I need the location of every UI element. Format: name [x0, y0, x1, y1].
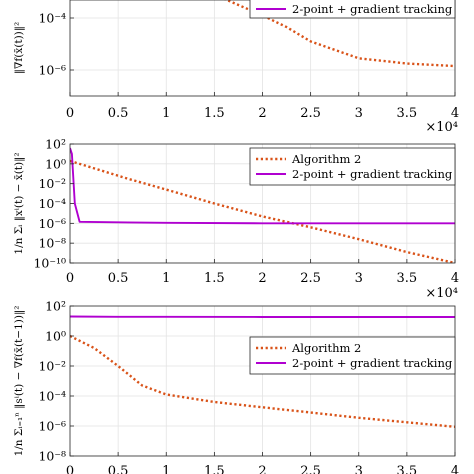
x-tick-label: 2	[258, 464, 266, 474]
chart-panel-2: 0 0.5 1 1.5 2 2.5 3 3.5 4 10² 10⁰ 10⁻² 10⁻⁴ 10⁻⁶ 10⁻⁸ 1…	[13, 137, 459, 302]
y-tick-label: 10⁻⁴	[38, 389, 66, 404]
x-tick-label: 1	[162, 106, 170, 121]
x-tick-label: 0.5	[108, 271, 129, 286]
legend-label: Algorithm 2	[291, 152, 361, 166]
y-tick-label: 10⁻⁸	[38, 236, 66, 251]
y-axis-label: 1/n Σᵢ ‖xⁱ(t) − x̄(t)‖²	[13, 152, 26, 254]
series-group	[70, 315, 455, 428]
chart-panel-1: 0 0.5 1 1.5 2 2.5 3 3.5 4 10⁻⁴ 10⁻⁶ ×10⁴ ‖∇f(x̄(t))‖…	[13, 0, 459, 135]
y-tick-label: 10²	[45, 137, 66, 152]
legend: Algorithm 22-point + gradient tracking	[249, 147, 456, 186]
x-tick-label: 0	[66, 464, 74, 474]
y-tick-label: 10⁻⁶	[38, 63, 66, 78]
x-tick-label: 2	[258, 271, 266, 286]
x-tick-label: 3.5	[397, 271, 418, 286]
y-tick-label: 10⁻⁴	[38, 11, 66, 26]
series-line-algorithm-2	[70, 334, 455, 428]
x-tick-label: 2.5	[300, 106, 321, 121]
grid	[70, 306, 455, 456]
chart-panel-3: 0 0.5 1 1.5 2 2.5 3 3.5 4 10² 10⁰ 10⁻² 10⁻⁴ 10⁻⁶ 10⁻⁸ 1…	[13, 299, 459, 474]
x-tick-label: 1.5	[204, 106, 225, 121]
x-tick-label: 4	[451, 106, 459, 121]
y-tick-label: 10⁻²	[38, 359, 66, 374]
x-tick-label: 0.5	[108, 106, 129, 121]
x-tick-label: 1.5	[204, 464, 225, 474]
y-tick-label: 10²	[45, 299, 66, 314]
y-tick-label: 10⁰	[45, 329, 66, 344]
legend-box	[249, 0, 456, 19]
y-tick-label: 10⁻⁸	[38, 449, 66, 464]
legend: Algorithm 22-point + gradient tracking	[249, 336, 456, 375]
legend-label: 2-point + gradient tracking	[292, 356, 453, 370]
x-tick-label: 4	[451, 271, 459, 286]
x-tick-label: 0	[66, 271, 74, 286]
legend-label: 2-point + gradient tracking	[292, 167, 453, 181]
x-tick-label: 1	[162, 464, 170, 474]
series-group	[70, 147, 455, 263]
x-tick-label: 4	[451, 464, 459, 474]
x-tick-label: 2.5	[300, 271, 321, 286]
x-tick-label: 2.5	[300, 464, 321, 474]
legend-box	[249, 336, 456, 375]
series-line-gradient-tracking	[70, 315, 455, 318]
legend: 2-point + gradient tracking	[249, 0, 456, 19]
x-tick-label: 0	[66, 106, 74, 121]
legend-label: Algorithm 2	[291, 341, 361, 355]
y-axis-label: 1/n Σᵢ₌₁ⁿ ‖sⁱ(t) − ∇f(x̄(t−1))‖²	[13, 306, 26, 457]
x-tick-label: 1	[162, 271, 170, 286]
y-tick-label: 10⁻⁶	[38, 419, 66, 434]
x-tick-label: 2	[258, 106, 266, 121]
series-line-gradient-tracking	[70, 147, 455, 225]
y-tick-label: 10⁻²	[38, 176, 66, 191]
x-tick-label: 3.5	[397, 464, 418, 474]
x-tick-label: 3	[355, 106, 363, 121]
x-tick-label: 3.5	[397, 106, 418, 121]
series-line-algorithm-2	[70, 159, 455, 263]
y-tick-label: 10⁰	[45, 156, 66, 171]
legend-box	[249, 147, 456, 186]
legend-label: 2-point + gradient tracking	[292, 2, 453, 16]
y-tick-label: 10⁻¹⁰	[33, 256, 66, 271]
y-tick-label: 10⁻⁴	[38, 196, 66, 211]
series-line-algorithm-2	[223, 0, 455, 68]
y-tick-label: 10⁻⁶	[38, 216, 66, 231]
x-exponent-label: ×10⁴	[425, 120, 458, 135]
x-tick-label: 1.5	[204, 271, 225, 286]
x-exponent-label: ×10⁴	[425, 286, 458, 301]
x-tick-label: 0.5	[108, 464, 129, 474]
x-tick-label: 3	[355, 271, 363, 286]
x-tick-label: 3	[355, 464, 363, 474]
y-axis-label: ‖∇f(x̄(t))‖²	[13, 22, 26, 74]
